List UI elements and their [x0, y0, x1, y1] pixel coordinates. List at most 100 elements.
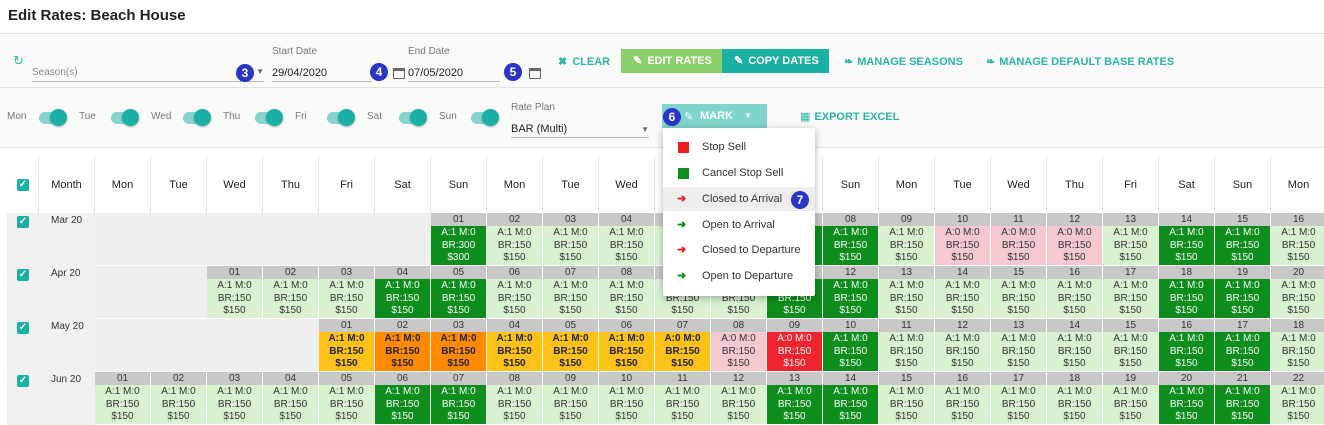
- day-cell[interactable]: 20 A:1 M:0 BR:150 $150: [1271, 266, 1324, 318]
- season-select[interactable]: Season(s) ▼: [32, 64, 264, 82]
- day-cell[interactable]: 16 A:1 M:0 BR:150 $150: [935, 372, 991, 424]
- day-cell[interactable]: 10 A:0 M:0 BR:150 $150: [935, 213, 991, 265]
- menu-item-stop-sell[interactable]: Stop Sell: [663, 135, 815, 159]
- day-cell[interactable]: 15 A:1 M:0 BR:150 $150: [991, 266, 1047, 318]
- manage-default-base-rates-button[interactable]: ❧ MANAGE DEFAULT BASE RATES: [986, 56, 1175, 68]
- toggle-sun[interactable]: [471, 109, 499, 126]
- day-cell[interactable]: 17 A:1 M:0 BR:150 $150: [1103, 266, 1159, 318]
- day-cell[interactable]: 13 A:1 M:0 BR:150 $150: [767, 372, 823, 424]
- menu-item-open-to-departure[interactable]: ➜ Open to Departure: [663, 264, 815, 288]
- export-excel-button[interactable]: ▦ EXPORT EXCEL: [800, 111, 900, 123]
- day-cell[interactable]: 03 A:1 M:0 BR:150 $150: [319, 266, 375, 318]
- day-cell[interactable]: 16 A:1 M:0 BR:150 $150: [1159, 319, 1215, 371]
- select-all-checkbox[interactable]: ✓: [17, 179, 29, 191]
- day-cell[interactable]: 14 A:1 M:0 BR:150 $150: [1047, 319, 1103, 371]
- day-cell[interactable]: 01 A:1 M:0 BR:150 $150: [207, 266, 263, 318]
- day-cell[interactable]: 08 A:1 M:0 BR:150 $150: [599, 266, 655, 318]
- menu-item-closed-to-departure[interactable]: ➜ Closed to Departure: [663, 238, 815, 262]
- rate-plan-select[interactable]: BAR (Multi) ▼: [511, 120, 649, 138]
- day-cell[interactable]: 16 A:1 M:0 BR:150 $150: [1271, 213, 1324, 265]
- day-cell[interactable]: 14 A:1 M:0 BR:150 $150: [935, 266, 991, 318]
- toggle-wed[interactable]: [183, 109, 211, 126]
- edit-rates-button[interactable]: ✎ EDIT RATES: [621, 49, 722, 73]
- mark-button[interactable]: MARK ▼: [662, 104, 767, 128]
- day-cell[interactable]: 14 A:1 M:0 BR:150 $150: [823, 372, 879, 424]
- toggle-mon[interactable]: [39, 109, 67, 126]
- day-cell[interactable]: 01 A:1 M:0 BR:300 $300: [431, 213, 487, 265]
- day-cell[interactable]: 03 A:1 M:0 BR:150 $150: [431, 319, 487, 371]
- end-date-input[interactable]: 07/05/2020: [408, 64, 500, 82]
- day-cell[interactable]: 13 A:1 M:0 BR:150 $150: [991, 319, 1047, 371]
- clear-button[interactable]: ✖ CLEAR: [558, 56, 611, 68]
- day-cell[interactable]: 04 A:1 M:0 BR:150 $150: [487, 319, 543, 371]
- day-cell[interactable]: 16 A:1 M:0 BR:150 $150: [1047, 266, 1103, 318]
- refresh-icon[interactable]: ↻: [13, 53, 24, 68]
- menu-item-closed-to-arrival[interactable]: ➜ Closed to Arrival: [663, 187, 815, 211]
- month-row-checkbox[interactable]: ✓: [17, 269, 29, 281]
- day-cell[interactable]: 12 A:0 M:0 BR:150 $150: [1047, 213, 1103, 265]
- day-cell[interactable]: 04 A:1 M:0 BR:150 $150: [375, 266, 431, 318]
- month-row-checkbox[interactable]: ✓: [17, 375, 29, 387]
- day-cell[interactable]: 01 A:1 M:0 BR:150 $150: [319, 319, 375, 371]
- day-cell[interactable]: 15 A:1 M:0 BR:150 $150: [1215, 213, 1271, 265]
- toggle-thu[interactable]: [255, 109, 283, 126]
- day-cell[interactable]: 22 A:1 M:0 BR:150 $150: [1271, 372, 1324, 424]
- day-cell[interactable]: 12 A:1 M:0 BR:150 $150: [711, 372, 767, 424]
- day-cell[interactable]: 13 A:1 M:0 BR:150 $150: [879, 266, 935, 318]
- end-calendar-icon[interactable]: [529, 68, 541, 79]
- day-cell[interactable]: 20 A:1 M:0 BR:150 $150: [1159, 372, 1215, 424]
- month-row-checkbox[interactable]: ✓: [17, 216, 29, 228]
- day-cell[interactable]: 17 A:1 M:0 BR:150 $150: [1215, 319, 1271, 371]
- menu-item-cancel-stop-sell[interactable]: Cancel Stop Sell: [663, 161, 815, 185]
- day-cell[interactable]: 14 A:1 M:0 BR:150 $150: [1159, 213, 1215, 265]
- day-cell[interactable]: 07 A:0 M:0 BR:150 $150: [655, 319, 711, 371]
- day-cell[interactable]: 01 A:1 M:0 BR:150 $150: [95, 372, 151, 424]
- day-cell[interactable]: 17 A:1 M:0 BR:150 $150: [991, 372, 1047, 424]
- day-cell[interactable]: 12 A:1 M:0 BR:150 $150: [823, 266, 879, 318]
- day-cell[interactable]: 18 A:1 M:0 BR:150 $150: [1047, 372, 1103, 424]
- manage-seasons-button[interactable]: ❧ MANAGE SEASONS: [844, 56, 963, 68]
- day-cell[interactable]: 04 A:1 M:0 BR:150 $150: [263, 372, 319, 424]
- day-cell[interactable]: 02 A:1 M:0 BR:150 $150: [263, 266, 319, 318]
- day-cell[interactable]: 08 A:1 M:0 BR:150 $150: [823, 213, 879, 265]
- day-cell[interactable]: 02 A:1 M:0 BR:150 $150: [487, 213, 543, 265]
- day-cell[interactable]: 13 A:1 M:0 BR:150 $150: [1103, 213, 1159, 265]
- toggle-fri[interactable]: [327, 109, 355, 126]
- day-cell[interactable]: 12 A:1 M:0 BR:150 $150: [935, 319, 991, 371]
- day-cell[interactable]: 08 A:1 M:0 BR:150 $150: [487, 372, 543, 424]
- day-cell[interactable]: 15 A:1 M:0 BR:150 $150: [1103, 319, 1159, 371]
- start-date-input[interactable]: 29/04/2020: [272, 64, 372, 82]
- day-cell[interactable]: 04 A:1 M:0 BR:150 $150: [599, 213, 655, 265]
- day-cell[interactable]: 19 A:1 M:0 BR:150 $150: [1215, 266, 1271, 318]
- toggle-sat[interactable]: [399, 109, 427, 126]
- start-calendar-icon[interactable]: [393, 68, 405, 79]
- day-cell[interactable]: 18 A:1 M:0 BR:150 $150: [1159, 266, 1215, 318]
- day-cell[interactable]: 02 A:1 M:0 BR:150 $150: [375, 319, 431, 371]
- menu-item-open-to-arrival[interactable]: ➜ Open to Arrival: [663, 213, 815, 237]
- day-cell[interactable]: 09 A:0 M:0 BR:150 $150: [767, 319, 823, 371]
- day-cell[interactable]: 15 A:1 M:0 BR:150 $150: [879, 372, 935, 424]
- toggle-tue[interactable]: [111, 109, 139, 126]
- day-cell[interactable]: 08 A:0 M:0 BR:150 $150: [711, 319, 767, 371]
- day-cell[interactable]: 18 A:1 M:0 BR:150 $150: [1271, 319, 1324, 371]
- copy-dates-button[interactable]: ✎ COPY DATES: [722, 49, 829, 73]
- month-row-checkbox[interactable]: ✓: [17, 322, 29, 334]
- day-cell[interactable]: 03 A:1 M:0 BR:150 $150: [543, 213, 599, 265]
- day-cell[interactable]: 19 A:1 M:0 BR:150 $150: [1103, 372, 1159, 424]
- day-cell[interactable]: 03 A:1 M:0 BR:150 $150: [207, 372, 263, 424]
- day-cell[interactable]: 21 A:1 M:0 BR:150 $150: [1215, 372, 1271, 424]
- day-cell[interactable]: 11 A:0 M:0 BR:150 $150: [991, 213, 1047, 265]
